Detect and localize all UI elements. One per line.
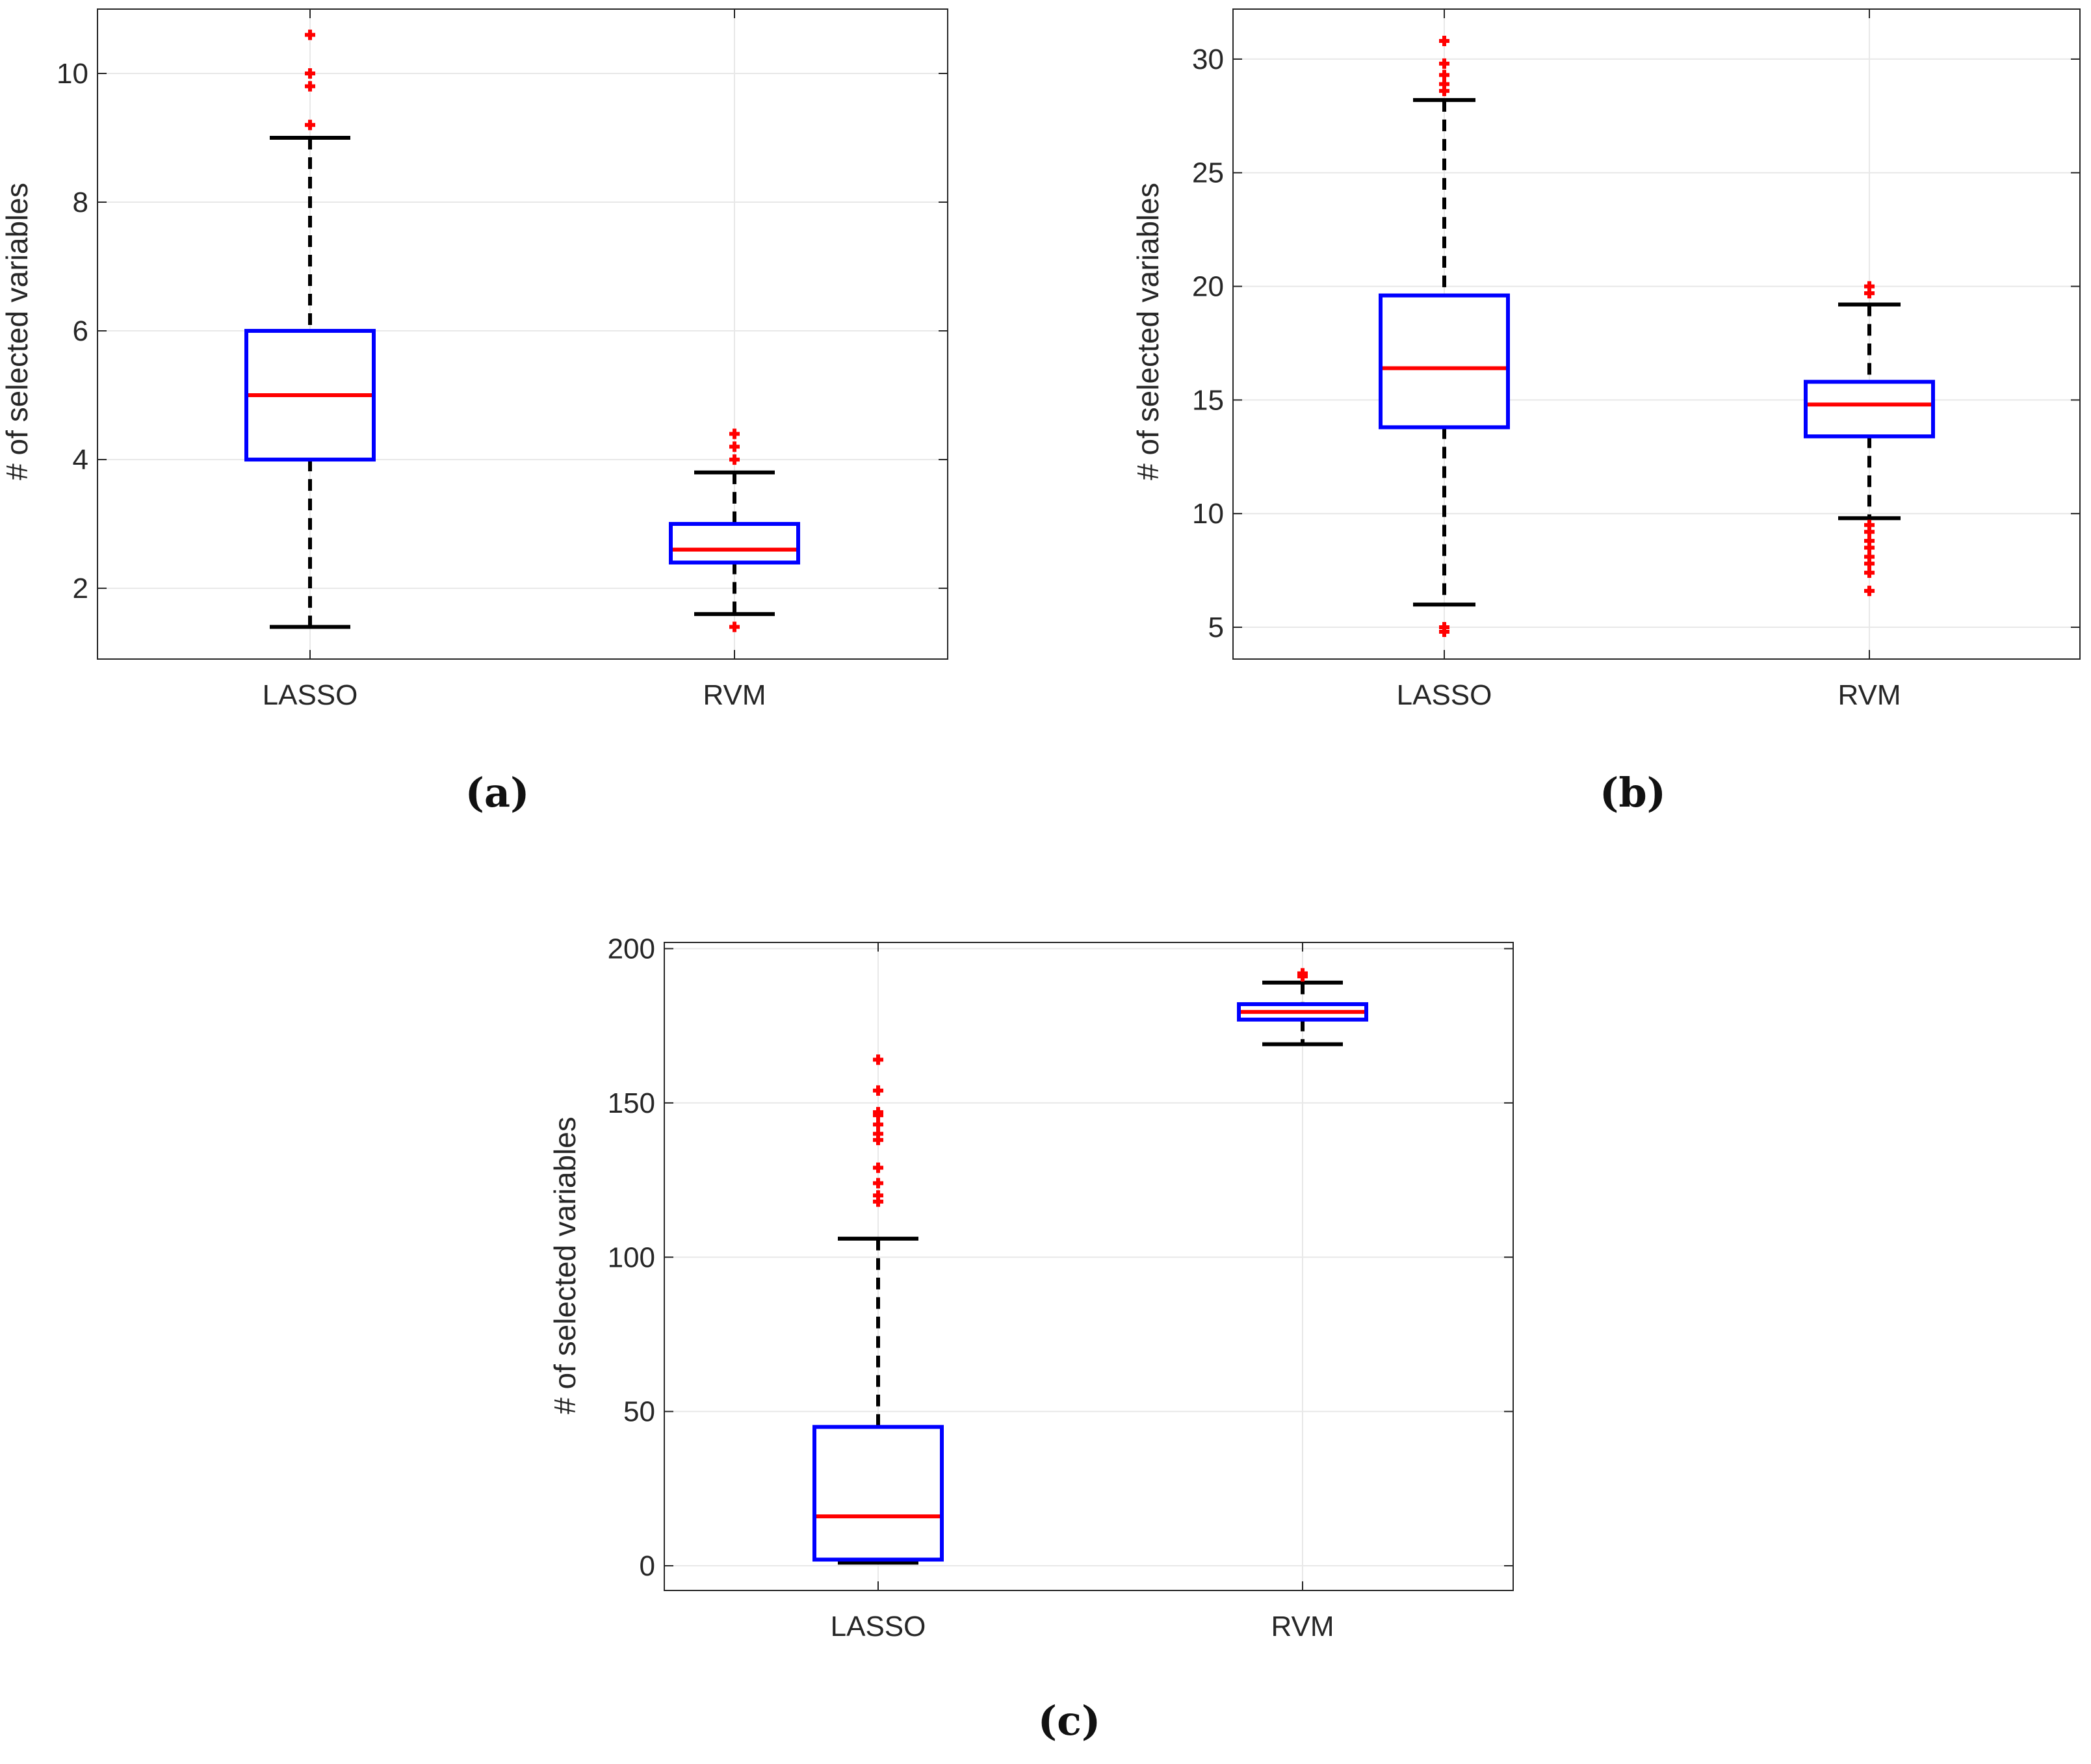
y-tick-label: 150 — [608, 1087, 655, 1119]
panel-c-chart: 0 50 100 150 200 LASSO RVM # of selected variab… — [548, 933, 1514, 1642]
y-tick-label: 25 — [1192, 157, 1224, 189]
x-tick-label: LASSO — [263, 679, 358, 711]
outlier-point — [1439, 70, 1449, 81]
outlier-point — [873, 1085, 883, 1096]
y-tick-label: 10 — [1192, 498, 1224, 530]
panel-a-chart: 2 4 6 8 10 LASSO RVM # of selected variables — [0, 8, 948, 711]
x-tick-label: RVM — [1271, 1611, 1334, 1642]
panel-b-caption: (b) — [1599, 769, 1667, 816]
y-axis-label: # of selected variables — [0, 183, 34, 480]
outlier-point — [729, 621, 740, 632]
x-tick-label: RVM — [1838, 679, 1901, 711]
box-rvm — [1804, 380, 1935, 439]
outlier-point — [305, 120, 315, 131]
outlier-point — [305, 81, 315, 92]
outlier-point — [305, 29, 315, 40]
y-tick-label: 15 — [1192, 384, 1224, 416]
y-tick-label: 20 — [1192, 271, 1224, 303]
outlier-point — [729, 428, 740, 439]
panel-c-caption: (c) — [1037, 1697, 1101, 1745]
outlier-point — [873, 1054, 883, 1065]
outlier-point — [873, 1119, 883, 1130]
outlier-point — [1864, 586, 1875, 597]
y-tick-label: 4 — [73, 444, 88, 476]
y-tick-label: 5 — [1208, 612, 1224, 643]
y-axis-label: # of selected variables — [1131, 183, 1165, 480]
outlier-point — [873, 1178, 883, 1189]
outlier-point — [873, 1107, 883, 1118]
outlier-point — [729, 441, 740, 452]
y-axis-label: # of selected variables — [548, 1117, 582, 1414]
outlier-point — [1439, 58, 1449, 69]
outlier-point — [1439, 35, 1449, 46]
outlier-point — [1439, 79, 1449, 90]
x-tick-label: RVM — [703, 679, 766, 711]
outlier-point — [1864, 281, 1875, 292]
panel-b-chart: 5 10 15 20 25 30 LASSO RVM # of selected variabl… — [1131, 8, 2081, 711]
y-tick-label: 30 — [1192, 44, 1224, 75]
outlier-point — [1864, 536, 1875, 547]
outlier-point — [1297, 968, 1308, 979]
box-rvm — [669, 522, 800, 565]
outlier-point — [305, 68, 315, 79]
axes-frame — [1232, 8, 2081, 660]
outlier-point — [873, 1128, 883, 1139]
axes-frame — [97, 8, 948, 660]
outlier-point — [729, 454, 740, 465]
y-tick-label: 2 — [73, 573, 88, 604]
x-tick-label: LASSO — [1397, 679, 1492, 711]
outlier-point — [1864, 519, 1875, 530]
x-tick-label: LASSO — [831, 1611, 926, 1642]
box-lasso — [1379, 293, 1510, 430]
y-tick-label: 50 — [623, 1396, 655, 1428]
y-tick-label: 10 — [57, 58, 88, 90]
y-tick-label: 0 — [640, 1550, 655, 1582]
outlier-point — [873, 1162, 883, 1173]
outlier-point — [1864, 567, 1875, 578]
y-tick-label: 100 — [608, 1241, 655, 1273]
outlier-point — [1439, 622, 1449, 633]
axes-frame — [664, 942, 1514, 1591]
box-lasso — [812, 1425, 944, 1562]
outlier-point — [873, 1190, 883, 1201]
y-tick-label: 8 — [73, 187, 88, 218]
y-tick-label: 6 — [73, 315, 88, 347]
outlier-point — [1864, 551, 1875, 562]
panel-a-caption: (a) — [465, 769, 530, 816]
y-tick-label: 200 — [608, 933, 655, 965]
